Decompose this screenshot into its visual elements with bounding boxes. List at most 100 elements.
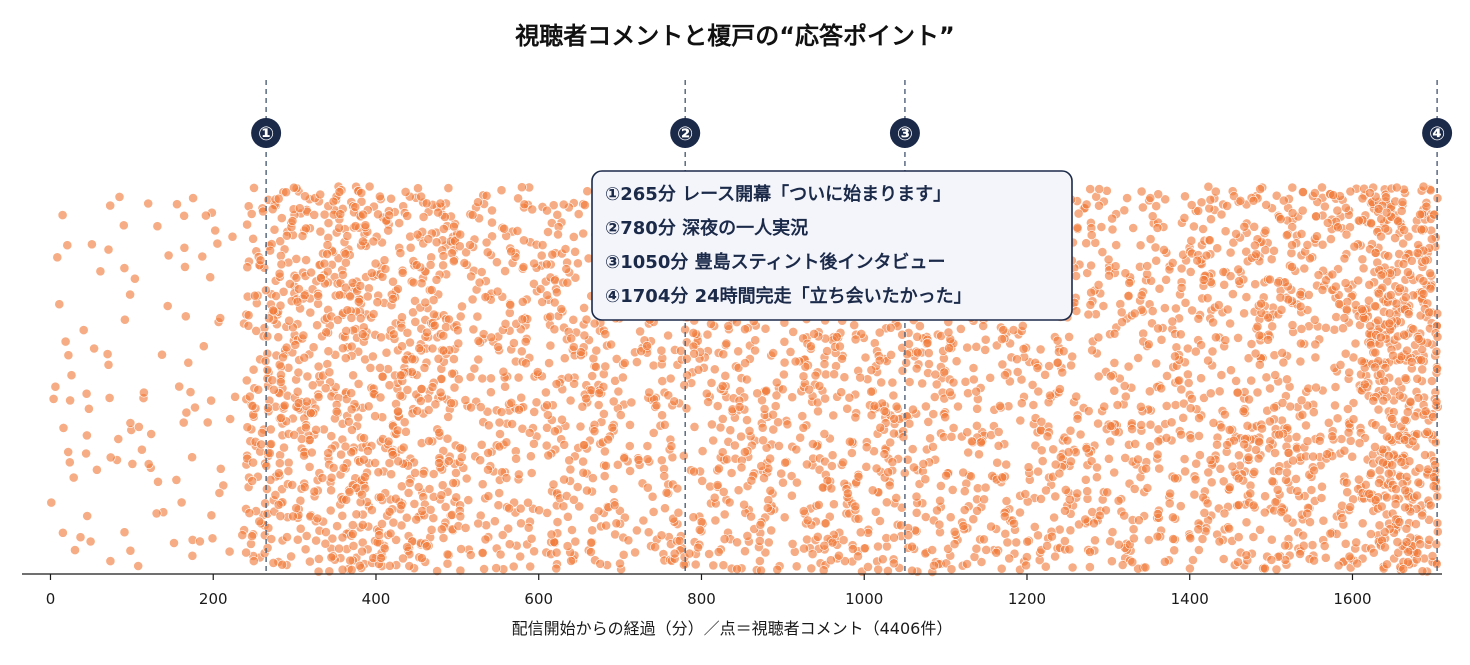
comment-point bbox=[1254, 436, 1264, 447]
comment-point bbox=[455, 565, 466, 576]
comment-point bbox=[1311, 211, 1321, 222]
comment-point bbox=[295, 523, 306, 534]
comment-point bbox=[375, 492, 386, 503]
comment-point bbox=[424, 436, 434, 446]
comment-point bbox=[923, 416, 934, 427]
comment-point bbox=[1421, 201, 1432, 212]
comment-point bbox=[469, 363, 480, 374]
comment-point bbox=[1387, 460, 1398, 470]
comment-point bbox=[806, 341, 816, 352]
comment-point bbox=[437, 480, 448, 491]
comment-point bbox=[1347, 451, 1358, 462]
comment-point bbox=[477, 373, 488, 384]
comment-point bbox=[1317, 239, 1328, 250]
comment-point bbox=[1176, 282, 1187, 293]
comment-point bbox=[1295, 301, 1306, 312]
comment-point bbox=[388, 276, 398, 287]
comment-point bbox=[1277, 397, 1288, 408]
comment-point bbox=[1023, 462, 1034, 473]
comment-point bbox=[443, 183, 454, 193]
comment-point bbox=[779, 357, 790, 368]
comment-point bbox=[891, 401, 902, 412]
comment-point bbox=[958, 467, 969, 478]
comment-point bbox=[481, 520, 492, 531]
comment-point bbox=[949, 526, 960, 537]
comment-point bbox=[320, 527, 331, 537]
comment-point bbox=[1233, 264, 1244, 275]
comment-point bbox=[850, 412, 861, 423]
comment-point bbox=[454, 241, 465, 252]
comment-point bbox=[1256, 298, 1267, 309]
comment-point bbox=[524, 427, 535, 438]
comment-point bbox=[1406, 255, 1417, 266]
comment-point bbox=[1287, 182, 1298, 193]
comment-point bbox=[1266, 534, 1277, 545]
comment-point bbox=[1147, 211, 1158, 222]
comment-point bbox=[1398, 238, 1408, 249]
comment-point bbox=[959, 505, 970, 515]
comment-point bbox=[760, 323, 771, 334]
comment-point bbox=[1428, 472, 1439, 483]
comment-point bbox=[1161, 400, 1172, 411]
comment-point bbox=[1112, 400, 1123, 410]
comment-point bbox=[1322, 449, 1332, 460]
comment-point bbox=[1109, 328, 1120, 339]
comment-point bbox=[1120, 391, 1131, 402]
comment-point bbox=[827, 450, 838, 461]
comment-point bbox=[917, 378, 928, 389]
comment-point bbox=[787, 490, 797, 501]
comment-point bbox=[418, 468, 429, 479]
comment-point bbox=[1358, 263, 1369, 274]
comment-point bbox=[1393, 547, 1404, 558]
comment-point bbox=[535, 284, 546, 294]
comment-point bbox=[273, 193, 284, 204]
comment-point bbox=[275, 250, 286, 261]
comment-point bbox=[423, 405, 434, 415]
comment-point bbox=[1287, 261, 1297, 272]
comment-point bbox=[1141, 463, 1151, 474]
comment-point bbox=[820, 393, 830, 404]
comment-point bbox=[434, 458, 444, 468]
comment-point bbox=[62, 240, 73, 251]
comment-point bbox=[960, 376, 971, 387]
comment-point bbox=[1414, 463, 1425, 474]
comment-point bbox=[514, 404, 524, 415]
comment-point bbox=[589, 426, 600, 437]
comment-point bbox=[1312, 231, 1322, 242]
comment-point bbox=[723, 321, 734, 331]
comment-point bbox=[741, 374, 752, 385]
comment-point bbox=[1316, 493, 1327, 503]
comment-point bbox=[697, 475, 708, 486]
comment-point bbox=[971, 386, 982, 397]
comment-point bbox=[319, 209, 330, 220]
comment-point bbox=[1064, 494, 1075, 505]
response-marker-1 bbox=[251, 118, 282, 148]
comment-point bbox=[1128, 524, 1139, 535]
comment-point bbox=[526, 533, 537, 544]
comment-point bbox=[304, 434, 315, 445]
comment-point bbox=[736, 462, 747, 473]
comment-point bbox=[756, 565, 766, 576]
comment-point bbox=[1018, 343, 1029, 354]
comment-point bbox=[281, 187, 291, 198]
comment-point bbox=[215, 463, 226, 474]
comment-point bbox=[497, 530, 508, 540]
comment-point bbox=[1374, 478, 1384, 488]
comment-point bbox=[1153, 436, 1164, 447]
comment-point bbox=[630, 547, 640, 558]
comment-point bbox=[81, 388, 92, 399]
comment-point bbox=[822, 346, 832, 356]
comment-point bbox=[559, 353, 570, 364]
comment-point bbox=[1179, 212, 1190, 223]
comment-point bbox=[1417, 510, 1427, 521]
comment-point bbox=[997, 334, 1007, 344]
comment-point bbox=[1080, 514, 1091, 525]
comment-point bbox=[1326, 234, 1336, 244]
comment-point bbox=[529, 546, 539, 557]
comment-point bbox=[243, 320, 254, 331]
comment-point bbox=[1216, 370, 1227, 380]
comment-point bbox=[323, 448, 334, 458]
comment-point bbox=[325, 505, 336, 516]
comment-point bbox=[1393, 216, 1403, 227]
